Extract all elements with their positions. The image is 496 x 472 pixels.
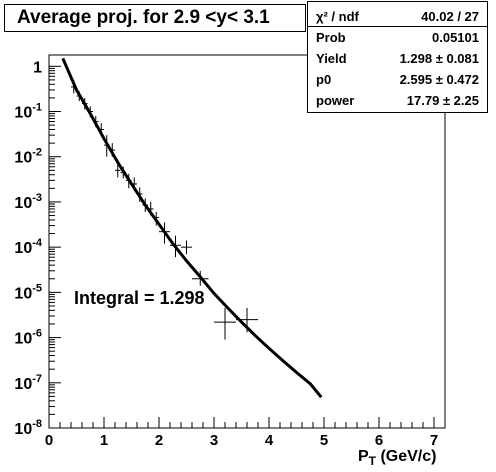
y-tick-label: 10-2 bbox=[14, 147, 42, 167]
y-tick-label: 10-8 bbox=[14, 418, 42, 438]
x-axis-label: PT (GeV/c) bbox=[358, 448, 436, 468]
stats-value: 2.595 ± 0.472 bbox=[399, 72, 479, 87]
stats-row-prob: Prob 0.05101 bbox=[316, 27, 479, 48]
data-point bbox=[104, 135, 110, 157]
stats-label: power bbox=[316, 93, 355, 108]
data-point bbox=[98, 123, 104, 137]
x-tick-label: 6 bbox=[375, 432, 383, 449]
y-tick-label: 10-3 bbox=[14, 192, 42, 212]
stats-value: 1.298 ± 0.081 bbox=[399, 51, 479, 66]
x-tick-label: 4 bbox=[265, 432, 274, 449]
y-axis: 1 10-1 10-2 10-3 10-4 10-5 10-6 10-7 10-8 bbox=[14, 59, 61, 438]
x-tick-label: 3 bbox=[210, 432, 218, 449]
data-point bbox=[148, 201, 154, 216]
data-points bbox=[71, 79, 258, 340]
data-point bbox=[93, 115, 99, 128]
data-point bbox=[115, 164, 121, 178]
fit-stats-box: χ² / ndf 40.02 / 27 Prob 0.05101 Yield 1.29… bbox=[307, 1, 488, 113]
stats-row-yield: Yield 1.298 ± 0.081 bbox=[316, 48, 479, 69]
x-tick-label: 5 bbox=[320, 432, 328, 449]
y-tick-label: 10-5 bbox=[14, 282, 42, 302]
fit-curve bbox=[61, 57, 323, 399]
data-point bbox=[76, 91, 82, 102]
data-point bbox=[109, 143, 115, 157]
data-point bbox=[71, 79, 77, 94]
integral-annotation: Integral = 1.298 bbox=[74, 288, 205, 308]
data-point bbox=[214, 308, 236, 340]
stats-value: 0.05101 bbox=[432, 30, 479, 45]
data-point bbox=[181, 240, 192, 255]
data-point bbox=[126, 173, 132, 189]
stats-row-power: power 17.79 ± 2.25 bbox=[316, 90, 479, 111]
x-tick-label: 7 bbox=[430, 432, 438, 449]
x-tick-label: 0 bbox=[45, 432, 53, 449]
stats-value: 40.02 / 27 bbox=[421, 9, 479, 24]
stats-label: Prob bbox=[316, 30, 346, 45]
stats-label: Yield bbox=[316, 51, 347, 66]
y-tick-label: 10-1 bbox=[14, 102, 42, 122]
data-point bbox=[82, 97, 88, 110]
x-tick-label: 1 bbox=[100, 432, 108, 449]
y-tick-label: 10-7 bbox=[14, 373, 42, 393]
stats-row-p0: p0 2.595 ± 0.472 bbox=[316, 69, 479, 90]
y-tick-label: 10-6 bbox=[14, 328, 42, 348]
stats-label: p0 bbox=[316, 72, 332, 87]
data-point bbox=[142, 198, 148, 212]
data-point bbox=[192, 270, 209, 286]
chart-title: Average proj. for 2.9 <y< 3.1 bbox=[4, 4, 306, 32]
data-point bbox=[159, 222, 170, 244]
data-point bbox=[137, 187, 143, 202]
data-point bbox=[120, 166, 126, 179]
data-point bbox=[87, 106, 93, 118]
y-tick-label: 1 bbox=[33, 59, 42, 76]
y-tick-label: 10-4 bbox=[14, 237, 42, 257]
x-tick-label: 2 bbox=[155, 432, 163, 449]
data-point bbox=[236, 308, 258, 333]
data-point bbox=[131, 177, 137, 191]
x-axis: 0 1 2 3 4 5 6 7 bbox=[45, 417, 446, 449]
stats-label: χ² / ndf bbox=[316, 9, 359, 24]
stats-value: 17.79 ± 2.25 bbox=[406, 93, 479, 108]
stats-row-chi2: χ² / ndf 40.02 / 27 bbox=[308, 6, 487, 27]
data-point bbox=[170, 235, 181, 258]
data-point bbox=[153, 211, 159, 226]
